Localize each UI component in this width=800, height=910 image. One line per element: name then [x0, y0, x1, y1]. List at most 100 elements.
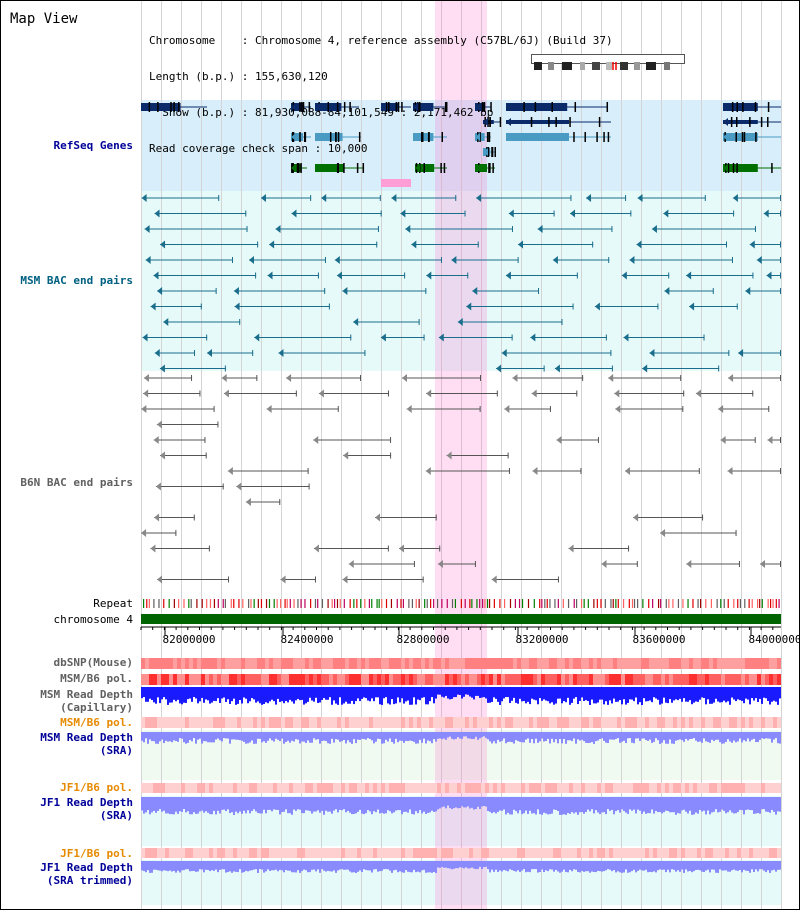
- msm-bac-end-marker: [636, 240, 642, 249]
- b6n-bac-track-label[interactable]: B6N BAC end pairs: [20, 476, 133, 489]
- msm-capillary-depth-bar: [153, 687, 155, 703]
- dbsnp-heat-cell: [157, 658, 161, 669]
- dbsnp-heat-cell: [413, 658, 417, 669]
- jf1-trimmed-depth-bar: [643, 861, 645, 871]
- msm-capillary-depth-bar: [619, 687, 621, 701]
- msm-pol-sra-heat-cell: [445, 717, 449, 728]
- msm-sra-depth-bar: [207, 732, 209, 743]
- jf1-trimmed-depth-bar: [767, 861, 769, 871]
- msm-sra-depth-bar: [181, 732, 183, 739]
- msm-capillary-depth-bar: [307, 687, 309, 702]
- gene-exon-tick: [534, 102, 537, 112]
- msm-pol-sra-heat-cell: [497, 717, 501, 728]
- msm-capillary-depth-bar: [533, 687, 535, 700]
- msm-pol-heat-cell: [321, 674, 325, 685]
- msm-capillary-depth-bar: [333, 687, 335, 701]
- jf1-depth-trimmed-label[interactable]: JF1 Read Depth (SRA trimmed): [40, 861, 133, 887]
- msm-depth-capillary-label[interactable]: MSM Read Depth (Capillary): [40, 688, 133, 714]
- jf1-trimmed-depth-bar: [601, 861, 603, 872]
- jf1-sra-depth-bar: [301, 797, 303, 814]
- jf1-sra-depth-bar: [735, 797, 737, 814]
- jf1-sra-depth-bar: [463, 797, 465, 808]
- refseq-track-label[interactable]: RefSeq Genes: [53, 139, 133, 152]
- jf1-sra-depth-bar: [391, 797, 393, 814]
- dbsnp-track-label[interactable]: dbSNP(Mouse): [53, 656, 133, 669]
- msm-capillary-depth-bar: [627, 687, 629, 703]
- jf1-pol-trimmed-heat-cell: [701, 848, 705, 858]
- msm-pol-heat-cell: [393, 674, 397, 685]
- msm-sra-depth-bar: [617, 732, 619, 739]
- jf1-pol-trimmed-heat-cell: [597, 848, 601, 858]
- b6n-bac-end-marker: [227, 467, 233, 475]
- msm-depth-sra-label[interactable]: MSM Read Depth (SRA): [40, 731, 133, 757]
- msm-pol-heat-cell: [353, 674, 357, 685]
- msm-sra-depth-bar: [531, 732, 533, 740]
- dbsnp-heat-cell: [729, 658, 733, 669]
- repeat-mark: [224, 599, 226, 608]
- msm-sra-depth-bar: [523, 732, 525, 743]
- msm-capillary-depth-bar: [499, 687, 501, 705]
- msm-capillary-depth-bar: [711, 687, 713, 704]
- repeat-mark: [168, 599, 170, 608]
- msm-sra-depth-bar: [533, 732, 535, 744]
- msm-pol-sra-heat-cell: [221, 717, 225, 728]
- jf1-trimmed-depth-bar: [753, 861, 755, 873]
- gene-strand-arrow: [291, 133, 296, 141]
- jf1-pol-trimmed-heat-cell: [729, 848, 733, 858]
- msm-sra-depth-bar: [541, 732, 543, 739]
- msm-pol-heat-cell: [537, 674, 541, 685]
- msm-capillary-depth-bar: [479, 687, 481, 699]
- msm-capillary-depth-bar: [427, 687, 429, 705]
- jf1-trimmed-depth-bar: [559, 861, 561, 873]
- jf1-trimmed-depth-bar: [763, 861, 765, 871]
- msm-sra-depth-bar: [265, 732, 267, 743]
- chromosome-ideogram[interactable]: [531, 54, 685, 72]
- jf1-pol-trimmed-heat-cell: [169, 848, 173, 858]
- b6n-bac-end-marker: [735, 530, 737, 536]
- msm-sra-depth-bar: [259, 732, 261, 739]
- msm-sra-depth-bar: [221, 732, 223, 742]
- msm-pol-sra-heat-cell: [465, 717, 469, 728]
- dbsnp-heat-cell: [389, 658, 393, 669]
- gene-exon-tick: [302, 102, 305, 112]
- dbsnp-heat-cell: [617, 658, 621, 669]
- jf1-pol-heat-cell: [717, 783, 721, 793]
- dbsnp-heat-cell: [145, 658, 149, 669]
- jf1-pol-heat-cell: [469, 783, 473, 793]
- msm-pol-heat-cell: [185, 674, 189, 685]
- dbsnp-heat-cell: [313, 658, 317, 669]
- msm-pol-sra-heat-cell: [193, 717, 197, 728]
- jf1-b6-pol-label[interactable]: JF1/B6 pol.: [60, 781, 133, 794]
- msm-pol-sra-heat-cell: [481, 717, 485, 728]
- msm-pol-heat-cell: [217, 674, 221, 685]
- msm-bac-track-label[interactable]: MSM BAC end pairs: [20, 274, 133, 287]
- jf1-pol-heat-cell: [313, 783, 317, 793]
- jf1-pol-heat-cell: [341, 783, 345, 793]
- jf1-pol-heat-cell: [681, 783, 685, 793]
- msm-pol-sra-heat-cell: [225, 717, 229, 728]
- jf1-pol-heat-cell: [777, 783, 781, 793]
- msm-sra-depth-bar: [185, 732, 187, 744]
- msm-capillary-depth-bar: [421, 687, 423, 698]
- msm-pol-heat-cell: [449, 674, 453, 685]
- msm-b6-pol-label[interactable]: MSM/B6 pol.: [60, 672, 133, 685]
- msm-sra-depth-bar: [175, 732, 177, 741]
- coverage-span-line: Read coverage check span : 10,000: [149, 142, 368, 155]
- dbsnp-heat-cell: [777, 658, 781, 669]
- msm-sra-depth-bar: [141, 732, 143, 741]
- jf1-sra-depth-bar: [565, 797, 567, 815]
- grid-line: [421, 1, 422, 909]
- jf1-pol-trimmed-heat-cell: [669, 848, 673, 858]
- jf1-depth-sra-label[interactable]: JF1 Read Depth (SRA): [40, 796, 133, 822]
- msm-b6-pol-sra-label[interactable]: MSM/B6 pol.: [60, 716, 133, 729]
- msm-pol-heat-cell: [245, 674, 249, 685]
- dbsnp-heat-cell: [613, 658, 617, 669]
- msm-sra-depth-bar: [379, 732, 381, 740]
- msm-capillary-depth-bar: [577, 687, 579, 705]
- repeat-mark: [339, 599, 341, 608]
- jf1-b6-pol-trimmed-label[interactable]: JF1/B6 pol.: [60, 847, 133, 860]
- dbsnp-heat-cell: [181, 658, 185, 669]
- msm-sra-depth-bar: [651, 732, 653, 743]
- jf1-sra-depth-bar: [415, 797, 417, 812]
